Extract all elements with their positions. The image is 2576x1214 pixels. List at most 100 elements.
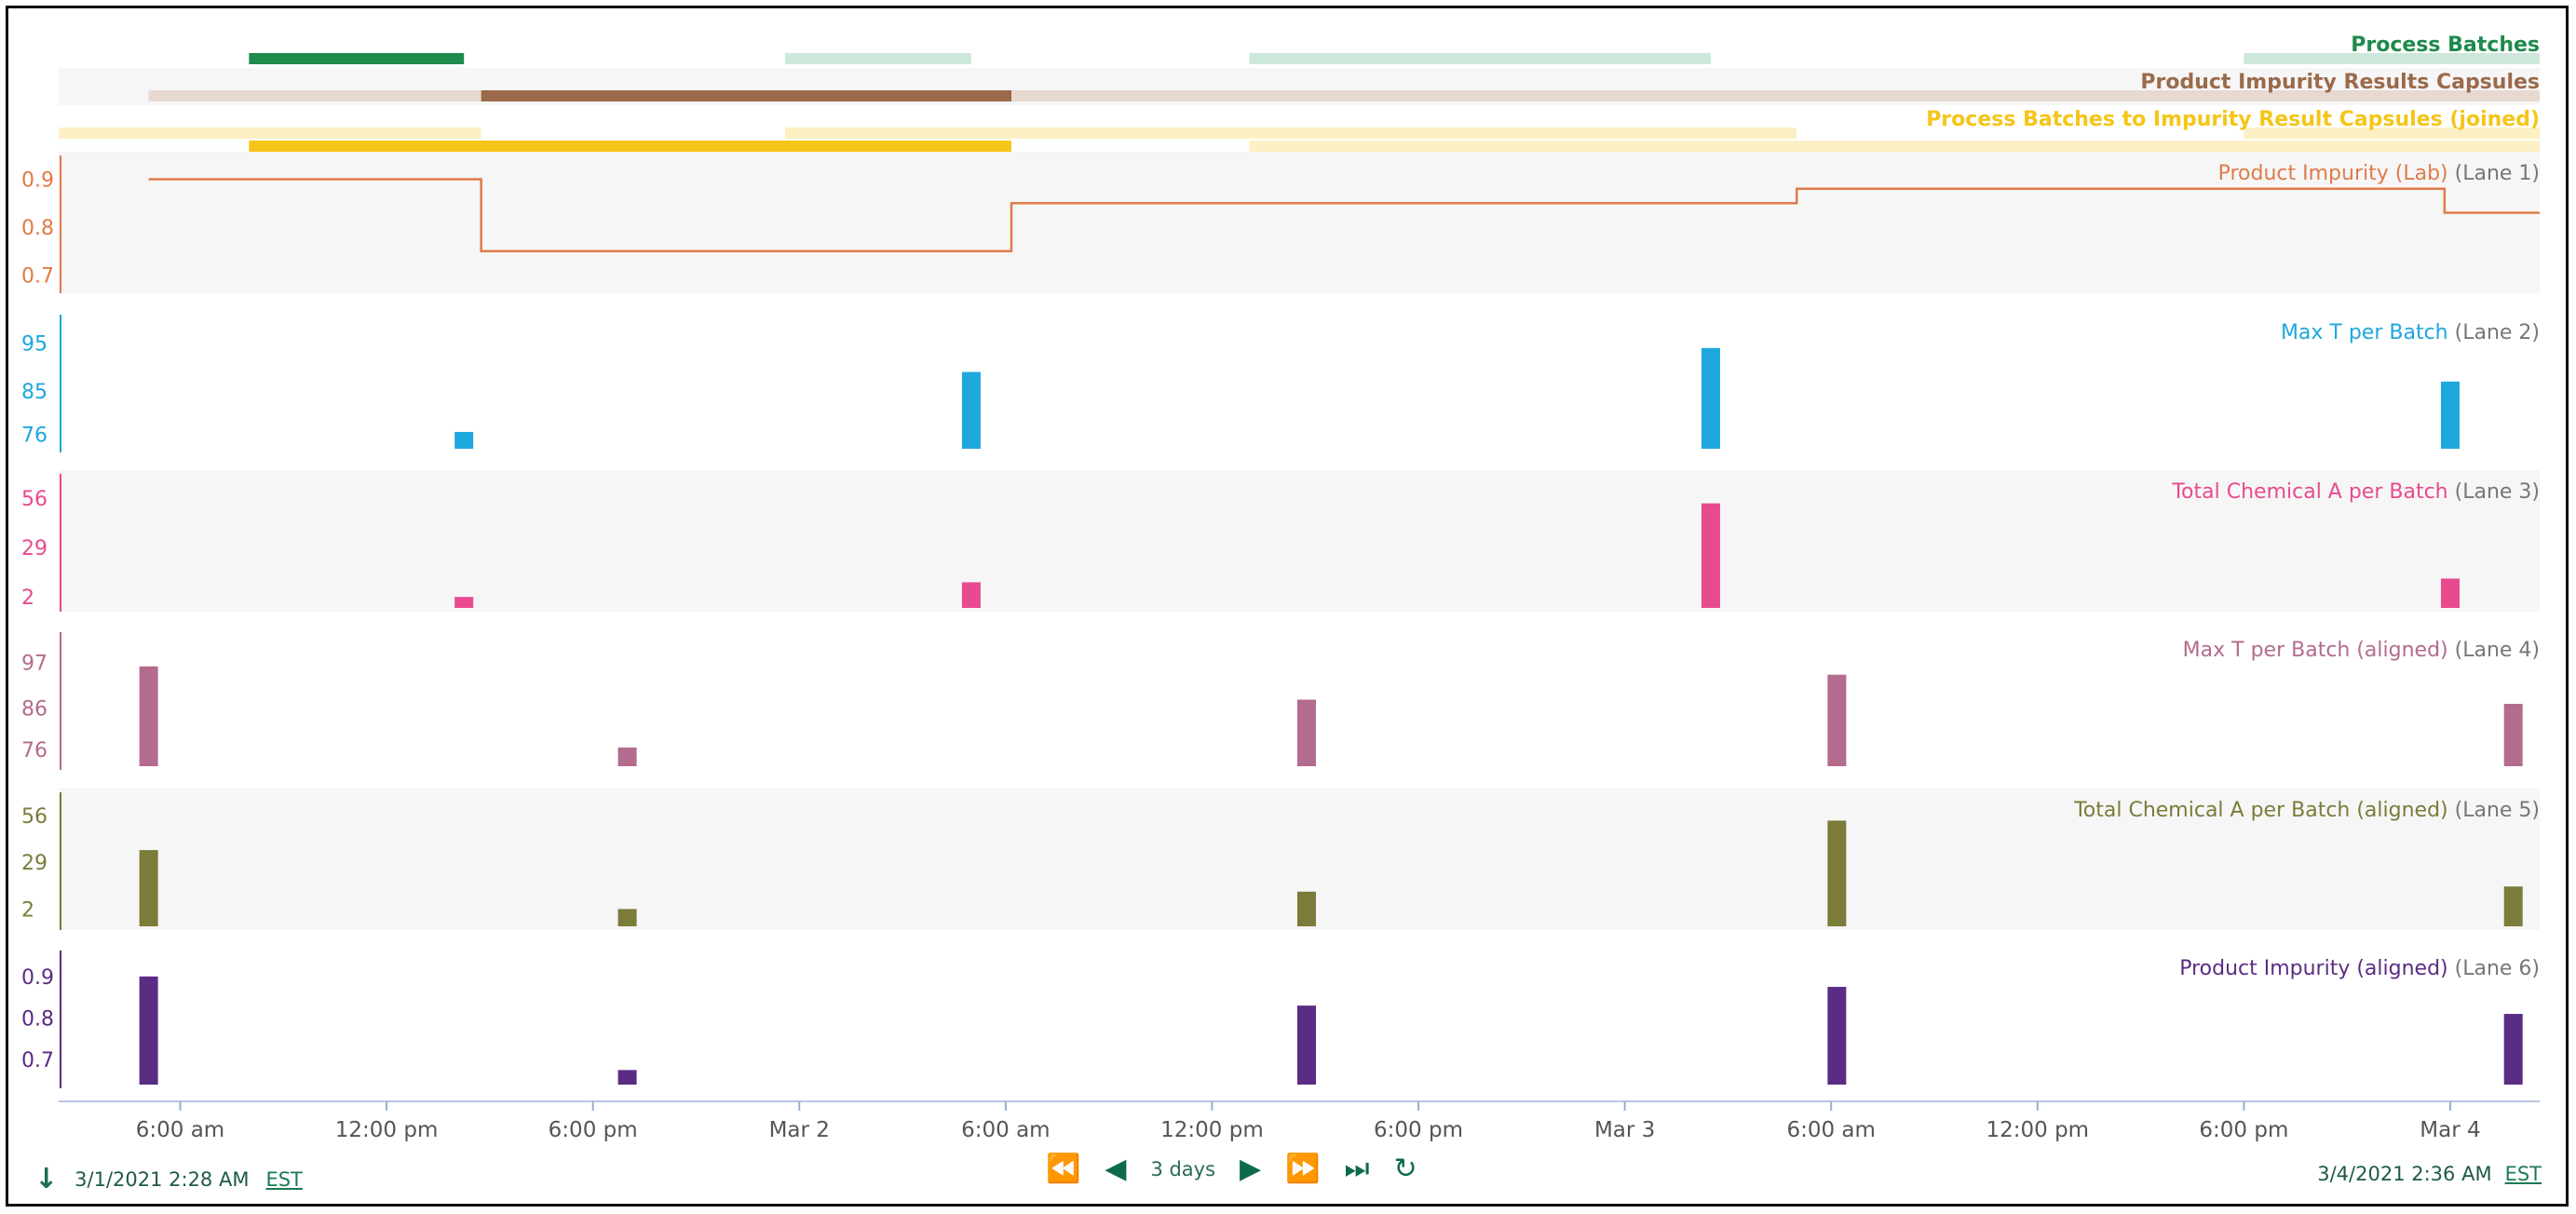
trend-viewer: Process Batches Product Impurity Results …	[6, 6, 2569, 1207]
capsule-row-label-1: Product Impurity Results Capsules	[2140, 71, 2540, 94]
lane-5-title: Total Chemical A per Batch (aligned) (La…	[2073, 799, 2540, 822]
step-forward-icon[interactable]: ⏩	[1285, 1153, 1321, 1185]
lane-2-series-name: Max T per Batch	[2281, 321, 2455, 344]
lane-4-bar-2	[1297, 699, 1317, 766]
capsule-0-3	[2244, 53, 2540, 64]
end-time-display: 3/4/2021 2:36 AM EST	[2317, 1163, 2542, 1185]
lane-6-ytick-0: 0.7	[21, 1049, 54, 1072]
x-tick-label-7: Mar 3	[1594, 1118, 1655, 1142]
lane-5-bar-2	[1297, 891, 1317, 926]
x-tick-label-4: 6:00 am	[961, 1118, 1050, 1142]
capsule-2-0	[59, 128, 481, 139]
lane-3-bar-1	[961, 582, 981, 608]
lane-3-lane-label: (Lane 3)	[2455, 480, 2540, 504]
lane-6-bar-1	[617, 1070, 637, 1085]
lane-4-ytick-2: 97	[21, 652, 47, 675]
lane-2-ytick-1: 85	[21, 381, 47, 404]
x-tick-label-6: 6:00 pm	[1374, 1118, 1463, 1142]
lane-1-step-line	[148, 178, 2540, 253]
lane-4-title: Max T per Batch (aligned) (Lane 4)	[2183, 639, 2540, 662]
capsule-0-1	[784, 53, 971, 64]
range-label[interactable]: 3 days	[1150, 1158, 1216, 1180]
lane-4-bar-0	[139, 666, 158, 766]
lane-1-ytick-2: 0.9	[21, 169, 54, 192]
capsule-row-label-0: Process Batches	[2351, 34, 2540, 57]
lane-5-bar-1	[617, 909, 637, 926]
lane-6-series-name: Product Impurity (aligned)	[2179, 957, 2454, 980]
capsule-row-label-2: Process Batches to Impurity Result Capsu…	[1926, 108, 2540, 131]
lane-6-ytick-1: 0.8	[21, 1008, 54, 1032]
end-time: 3/4/2021 2:36 AM	[2317, 1163, 2492, 1185]
lane-3-ytick-1: 29	[21, 537, 47, 560]
lane-3-ytick-2: 56	[21, 488, 47, 511]
lane-3-series-name: Total Chemical A per Batch	[2171, 480, 2454, 504]
lane-1-title: Product Impurity (Lab) (Lane 1)	[2218, 162, 2540, 185]
lane-2-bar-1	[961, 371, 981, 449]
back-icon[interactable]: ◀	[1105, 1153, 1127, 1185]
lane-3-bar-0	[454, 597, 474, 608]
lane-6-bar-4	[2503, 1014, 2523, 1085]
start-time-display: ↓ 3/1/2021 2:28 AM EST	[34, 1163, 303, 1195]
lane-5-bar-4	[2503, 886, 2523, 926]
x-tick-label-5: 12:00 pm	[1160, 1118, 1264, 1142]
lane-4-bar-4	[2503, 704, 2523, 766]
x-tick-label-3: Mar 2	[769, 1118, 830, 1142]
lane-bg-3	[59, 470, 2540, 612]
lane-2-ytick-2: 95	[21, 333, 47, 357]
lane-4-ytick-0: 76	[21, 739, 47, 762]
step-back-icon[interactable]: ⏪	[1046, 1153, 1081, 1185]
lane-bg-1	[59, 152, 2540, 293]
export-arrow-icon[interactable]: ↓	[34, 1163, 59, 1195]
capsule-0-2	[1249, 53, 1711, 64]
lane-3-title: Total Chemical A per Batch (Lane 3)	[2171, 480, 2540, 504]
capsule-2-1	[249, 141, 1012, 154]
x-tick-label-11: Mar 4	[2420, 1118, 2480, 1142]
capsule-2-4	[2244, 128, 2540, 139]
x-tick-label-8: 6:00 am	[1786, 1118, 1875, 1142]
capsule-0-0	[249, 53, 465, 64]
lane-5-bar-0	[139, 850, 158, 926]
lane-4-bar-1	[617, 747, 637, 766]
lane-2-title: Max T per Batch (Lane 2)	[2281, 321, 2540, 344]
start-timezone-link[interactable]: EST	[265, 1167, 303, 1191]
capsule-2-2	[784, 128, 1797, 139]
lane-6-bar-3	[1827, 987, 1847, 1085]
trend-chart: Process Batches Product Impurity Results …	[21, 34, 2540, 1142]
lane-5-lane-label: (Lane 5)	[2455, 799, 2540, 822]
lane-2-bar-0	[454, 431, 474, 449]
refresh-icon[interactable]: ↻	[1393, 1153, 1417, 1185]
x-tick-label-2: 6:00 pm	[549, 1118, 638, 1142]
x-tick-label-1: 12:00 pm	[335, 1118, 439, 1142]
lane-6-title: Product Impurity (aligned) (Lane 6)	[2179, 957, 2540, 980]
lane-3-bar-3	[2440, 578, 2460, 608]
lane-1-lane-label: (Lane 1)	[2455, 162, 2540, 185]
time-navigation: ⏪ ◀ 3 days ▶ ⏩ ⏭ ↻	[1046, 1155, 1417, 1183]
lane-4-lane-label: (Lane 4)	[2455, 639, 2540, 662]
end-timezone-link[interactable]: EST	[2504, 1163, 2542, 1185]
lane-6-bar-0	[139, 976, 158, 1085]
start-time: 3/1/2021 2:28 AM	[75, 1167, 250, 1191]
lane-5-ytick-0: 2	[21, 898, 34, 922]
x-tick-label-0: 6:00 am	[136, 1118, 224, 1142]
forward-icon[interactable]: ▶	[1240, 1153, 1262, 1185]
lane-3-bar-2	[1701, 503, 1720, 608]
lane-6-bar-2	[1297, 1005, 1317, 1085]
lane-5-series-name: Total Chemical A per Batch (aligned)	[2073, 799, 2455, 822]
lane-5-ytick-2: 56	[21, 805, 47, 829]
lane-2-ytick-0: 76	[21, 425, 47, 448]
x-tick-label-10: 6:00 pm	[2199, 1118, 2288, 1142]
capsule-1-0	[148, 90, 481, 101]
jump-to-end-icon[interactable]: ⏭	[1344, 1153, 1370, 1185]
lane-2-bar-2	[1701, 347, 1720, 449]
x-tick-label-9: 12:00 pm	[1986, 1118, 2089, 1142]
lane-4-series-name: Max T per Batch (aligned)	[2183, 639, 2455, 662]
lane-6-lane-label: (Lane 6)	[2455, 957, 2540, 980]
lane-1-ytick-0: 0.7	[21, 265, 54, 289]
lane-1-series-name: Product Impurity (Lab)	[2218, 162, 2455, 185]
lane-4-ytick-1: 86	[21, 697, 47, 721]
lane-5-ytick-1: 29	[21, 852, 47, 875]
capsule-1-2	[1011, 90, 2540, 101]
lane-2-bar-3	[2440, 381, 2460, 449]
lane-5-bar-3	[1827, 820, 1847, 926]
capsule-2-3	[1249, 141, 2540, 152]
